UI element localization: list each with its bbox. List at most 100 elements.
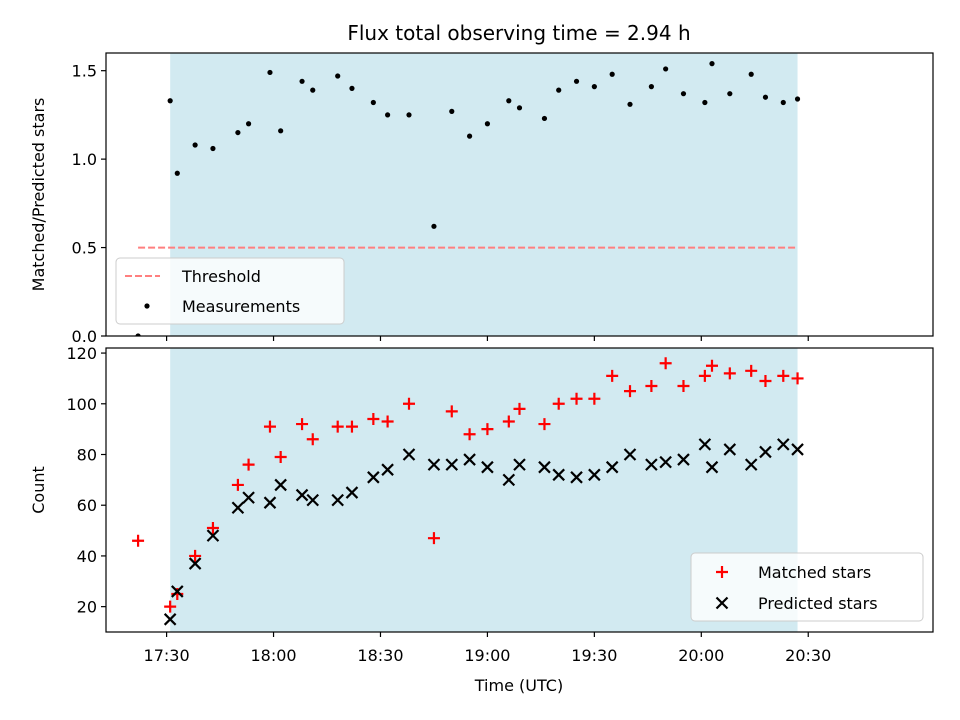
measurement-point — [310, 87, 316, 93]
measurement-point — [235, 129, 241, 136]
predicted-stars-point — [791, 443, 804, 456]
legend-box — [690, 552, 924, 622]
measurement-point — [556, 87, 562, 93]
matched-stars-point — [345, 420, 358, 433]
predicted-stars-point — [463, 453, 476, 466]
predicted-stars-point — [759, 445, 772, 459]
predicted-stars-point — [306, 493, 320, 507]
measurement-point — [680, 91, 687, 97]
legend: Matched stars Predicted stars — [690, 552, 924, 622]
matched-stars-point — [791, 372, 804, 385]
measurement-point — [406, 112, 412, 118]
predicted-stars-point — [513, 458, 526, 471]
predicted-stars-point — [723, 443, 737, 456]
y-tick-label: 1.5 — [72, 62, 97, 81]
matched-stars-point — [624, 385, 637, 398]
measurement-point — [167, 98, 173, 104]
plot-area — [135, 61, 801, 336]
measurement-point — [431, 223, 437, 229]
ratio-panel: 0.0 0.5 1.0 1.5 Matched/Predicted stars Thres… — [29, 52, 934, 346]
measurement-point — [794, 96, 801, 102]
measurement-point — [573, 78, 580, 84]
matched-stars-point — [723, 367, 736, 380]
measurement-point — [762, 94, 769, 100]
legend-threshold-label: Threshold — [181, 267, 261, 286]
legend-predicted-swatch — [715, 596, 729, 610]
predicted-stars-point — [705, 460, 719, 474]
predicted-stars-point — [570, 471, 583, 484]
matched-stars-point — [588, 392, 601, 405]
predicted-stars-point — [171, 585, 184, 598]
matched-stars-point — [538, 418, 551, 431]
predicted-stars-point — [623, 448, 637, 461]
measurement-point — [541, 115, 548, 122]
matched-stars-point — [331, 420, 344, 433]
predicted-stars-point — [206, 529, 220, 542]
predicted-stars-point — [263, 496, 277, 509]
matched-stars-point — [132, 534, 145, 547]
matched-stars-point — [274, 451, 287, 464]
predicted-stars-point — [777, 438, 790, 451]
measurement-point — [267, 69, 273, 76]
legend-box — [115, 257, 345, 325]
matched-stars-point — [677, 380, 690, 393]
measurement-point — [516, 105, 523, 111]
x-tick-label: 19:00 — [464, 646, 510, 665]
matched-stars-point — [402, 397, 415, 410]
x-tick-label: 19:30 — [571, 646, 617, 665]
matched-stars-point — [164, 600, 177, 613]
measurement-point — [349, 85, 355, 91]
y-tick-label: 100 — [66, 395, 97, 414]
predicted-stars-point — [163, 613, 177, 626]
predicted-stars-point — [552, 468, 565, 482]
measurement-point — [627, 101, 633, 107]
predicted-stars-point — [445, 458, 459, 471]
matched-stars-point — [606, 369, 619, 382]
measurement-point — [278, 128, 284, 134]
measurement-point — [506, 98, 512, 104]
measurement-point — [335, 73, 341, 79]
matched-stars-point — [206, 522, 219, 535]
measurement-point — [135, 333, 141, 336]
predicted-stars-point — [345, 486, 359, 499]
y-axis-label: Count — [29, 466, 48, 514]
legend-measurements-label: Measurements — [182, 297, 300, 316]
matched-stars-point — [427, 532, 440, 545]
measurement-point — [702, 99, 708, 106]
y-tick-label: 0.0 — [72, 327, 97, 346]
predicted-stars-point — [502, 473, 516, 487]
x-tick-label: 18:30 — [357, 646, 403, 665]
measurement-point — [210, 145, 216, 152]
y-tick-label: 120 — [66, 344, 97, 363]
legend-matched-swatch — [716, 566, 728, 578]
legend: Threshold Measurements — [115, 257, 345, 325]
measurement-point — [663, 66, 669, 72]
y-tick-label: 1.0 — [72, 150, 97, 169]
x-tick-label: 20:00 — [678, 646, 724, 665]
matched-stars-point — [777, 369, 790, 382]
matched-stars-point — [296, 418, 309, 431]
matched-stars-point — [481, 423, 494, 436]
measurement-point — [609, 71, 615, 77]
plot-area — [132, 357, 804, 626]
predicted-stars-point — [605, 460, 619, 474]
matched-stars-point — [445, 405, 458, 418]
x-axis-label: Time (UTC) — [474, 676, 563, 695]
predicted-stars-point — [698, 438, 712, 451]
predicted-stars-point — [295, 488, 309, 502]
count-panel: 20 40 60 80 100 120 17:30 18:00 18:30 19:00 19:30 2… — [29, 344, 934, 665]
predicted-stars-point — [188, 557, 202, 570]
predicted-stars-point — [381, 463, 394, 476]
matched-stars-point — [698, 369, 711, 382]
predicted-stars-point — [242, 491, 255, 504]
matched-stars-point — [513, 402, 526, 415]
predicted-stars-point — [588, 468, 601, 482]
measurement-point — [648, 84, 654, 90]
matched-stars-point — [189, 549, 202, 562]
predicted-stars-point — [677, 453, 690, 466]
predicted-stars-point — [538, 460, 551, 474]
x-tick-label: 17:30 — [144, 646, 190, 665]
predicted-stars-point — [659, 455, 672, 469]
